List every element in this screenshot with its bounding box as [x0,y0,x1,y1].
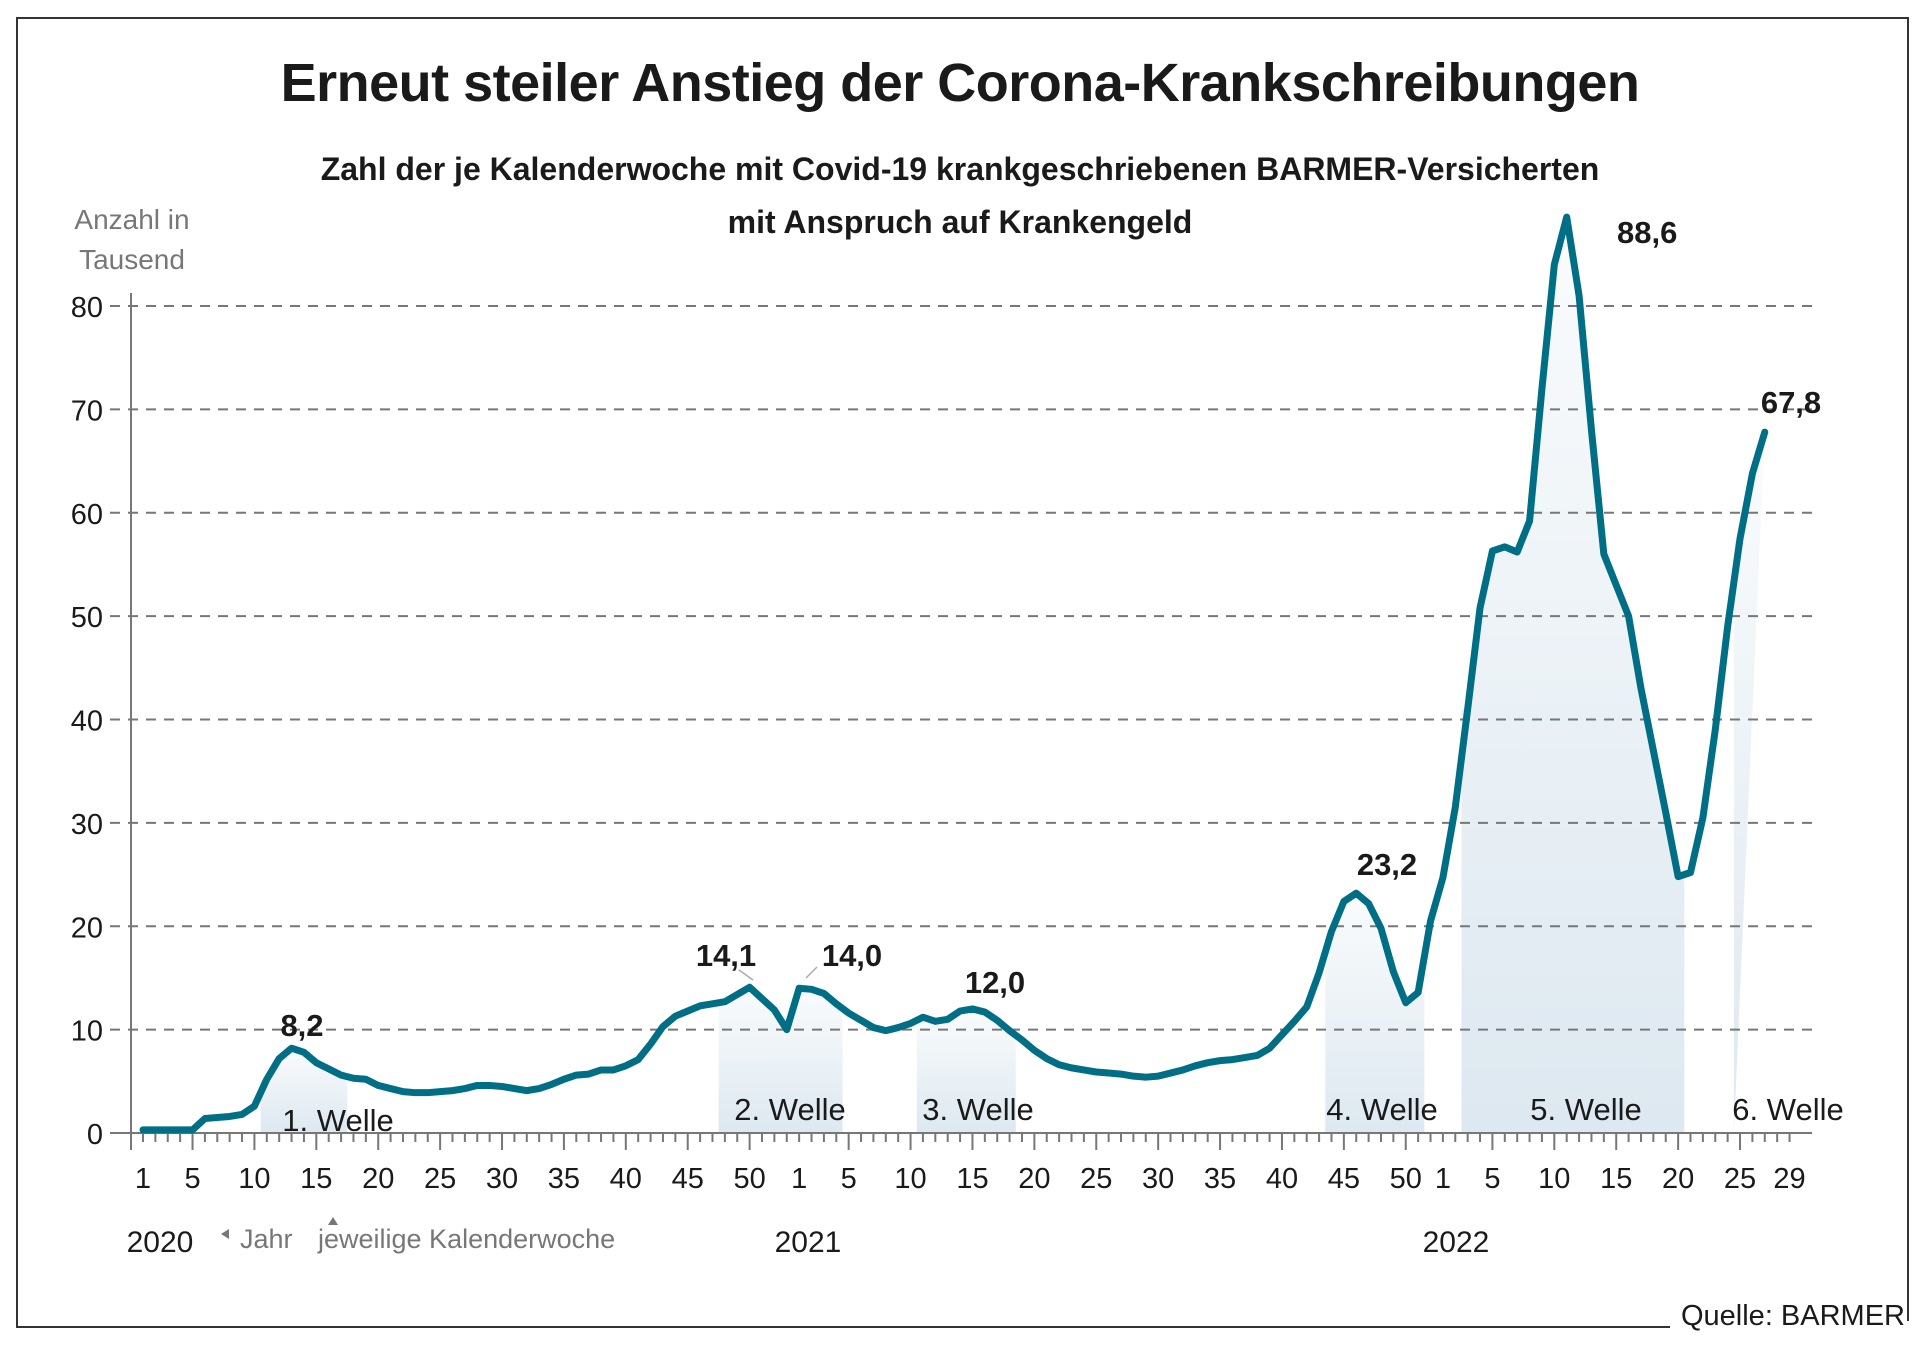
value-label-2022-kw13: 88,6 [1617,215,1677,250]
x-tick-label-2021-5: 5 [841,1163,857,1195]
chart-frame [16,17,1910,1329]
value-label-2022-kw29: 67,8 [1761,385,1821,420]
x-tick-label-2020-15: 15 [300,1163,332,1195]
subtitle-line-2: mit Anspruch auf Krankengeld [727,204,1193,240]
x-tick-label-2020-35: 35 [548,1163,580,1195]
value-label-2021-kw1: 14,0 [822,938,882,973]
wave-label-3: 3. Welle [922,1092,1033,1127]
wave-label-1: 1. Welle [282,1103,393,1138]
left-triangle-icon [221,1229,229,1239]
source-note: Quelle: BARMER [1680,1300,1905,1332]
y-tick-label-0: 0 [87,1119,103,1151]
x-tick-label-2020-45: 45 [672,1163,704,1195]
up-triangle-icon [328,1217,338,1225]
wave-label-4: 4. Welle [1326,1092,1437,1127]
wave-band-2 [718,987,843,1133]
y-tick-label-70: 70 [71,395,103,427]
y-tick-label-60: 60 [71,499,103,531]
year-hint-label: Jahr [240,1224,293,1254]
x-tick-label-2020-40: 40 [610,1163,642,1195]
chart-title: Erneut steiler Anstieg der Corona-Kranks… [280,53,1640,113]
x-tick-label-2021-40: 40 [1266,1163,1298,1195]
x-tick-label-2022-29: 29 [1773,1163,1805,1195]
x-tick-label-2021-25: 25 [1080,1163,1112,1195]
x-tick-label-2022-25: 25 [1724,1163,1756,1195]
x-tick-label-2020-30: 30 [486,1163,518,1195]
wave-label-5: 5. Welle [1530,1092,1641,1127]
wave-label-2: 2. Welle [734,1092,845,1127]
value-label-2020-kw50: 14,1 [696,938,756,973]
leader-line-14-1 [738,969,754,981]
wave-band-6 [1733,432,1765,1133]
x-tick-label-2021-50: 50 [1390,1163,1422,1195]
x-tick-label-2021-30: 30 [1142,1163,1174,1195]
x-axis-label: jeweilige Kalenderwoche [317,1224,615,1254]
x-tick-label-2022-1: 1 [1435,1163,1451,1195]
y-tick-label-30: 30 [71,809,103,841]
wave-label-6: 6. Welle [1732,1092,1843,1127]
x-tick-label-2021-35: 35 [1204,1163,1236,1195]
x-tick-label-2022-15: 15 [1600,1163,1632,1195]
value-label-2021-kw15: 12,0 [965,965,1025,1000]
value-label-2020-kw13: 8,2 [280,1008,323,1043]
x-tick-label-2021-1: 1 [791,1163,807,1195]
x-tick-label-2020-5: 5 [184,1163,200,1195]
x-tick-label-2021-10: 10 [894,1163,926,1195]
subtitle-line-1: Zahl der je Kalenderwoche mit Covid-19 k… [320,151,1600,187]
y-tick-label-80: 80 [71,292,103,324]
chart-subtitle: Zahl der je Kalenderwoche mit Covid-19 k… [0,143,1920,249]
x-tick-label-2022-5: 5 [1484,1163,1500,1195]
x-tick-label-2021-15: 15 [956,1163,988,1195]
y-tick-label-50: 50 [71,602,103,634]
x-tick-label-2020-25: 25 [424,1163,456,1195]
x-tick-label-2020-1: 1 [135,1163,151,1195]
y-tick-label-40: 40 [71,706,103,738]
x-tick-label-2022-20: 20 [1662,1163,1694,1195]
leader-line-14-0 [805,966,818,979]
year-label-2020: 2020 [127,1226,194,1259]
y-axis-label: Anzahl in Tausend [74,204,190,275]
x-tick-label-2020-10: 10 [238,1163,270,1195]
year-label-2021: 2021 [775,1226,842,1259]
x-tick-label-2020-50: 50 [733,1163,765,1195]
y-tick-label-10: 10 [71,1016,103,1048]
x-tick-label-2022-10: 10 [1538,1163,1570,1195]
x-tick-label-2021-20: 20 [1018,1163,1050,1195]
year-label-2022: 2022 [1423,1226,1490,1259]
value-label-2021-kw48: 23,2 [1357,847,1417,882]
series-line [139,213,1769,1134]
x-tick-label-2021-45: 45 [1328,1163,1360,1195]
wave-band-4 [1325,893,1425,1133]
wave-band-5 [1461,217,1685,1133]
y-tick-label-20: 20 [71,912,103,944]
x-tick-label-2020-20: 20 [362,1163,394,1195]
wave-band-3 [916,1008,1016,1133]
